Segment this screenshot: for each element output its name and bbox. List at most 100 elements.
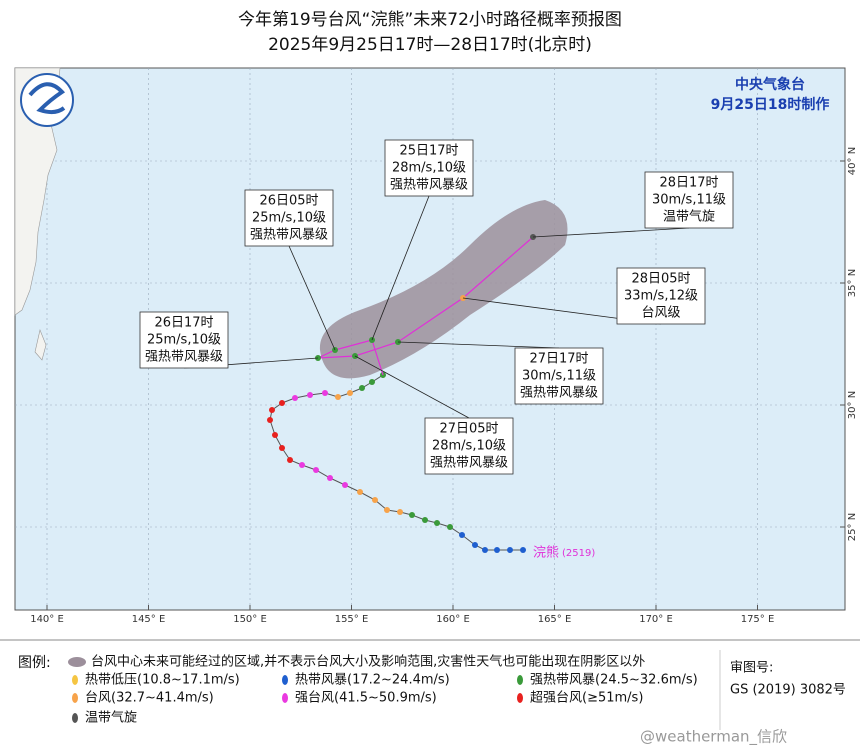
leader bbox=[397, 341, 560, 349]
forecast-track bbox=[317, 236, 534, 376]
label-box bbox=[616, 267, 706, 325]
leader bbox=[532, 227, 690, 238]
logo bbox=[20, 73, 74, 127]
track-point bbox=[494, 547, 500, 553]
legend-swatch bbox=[72, 675, 78, 685]
lon-label: 155° E bbox=[335, 614, 369, 625]
track-point bbox=[447, 524, 453, 530]
leader bbox=[354, 355, 470, 419]
forecast-time: 28日17时 bbox=[659, 176, 718, 191]
forecast-level: 强热带风暴级 bbox=[520, 386, 598, 401]
lon-label: 165° E bbox=[538, 614, 572, 625]
storm-name: 浣熊 bbox=[533, 545, 559, 561]
probability-cone bbox=[319, 200, 568, 379]
lon-label: 175° E bbox=[741, 614, 775, 625]
watermark: @weatherman_信欣 bbox=[640, 728, 787, 747]
track-point bbox=[369, 379, 375, 385]
issue-time: 9月25日18时制作 bbox=[711, 96, 830, 113]
legend-label: 台风(32.7~41.4m/s) bbox=[85, 691, 214, 706]
track-point bbox=[422, 517, 428, 523]
label-box bbox=[139, 311, 229, 369]
forecast-wind: 28m/s,10级 bbox=[432, 439, 506, 454]
track-point bbox=[292, 395, 298, 401]
forecast-time: 28日05时 bbox=[631, 272, 690, 287]
lon-label: 160° E bbox=[436, 614, 470, 625]
forecast-labels: 25日17时28m/s,10级强热带风暴级26日05时25m/s,10级强热带风… bbox=[139, 139, 734, 475]
track-point bbox=[357, 489, 363, 495]
label-box bbox=[514, 347, 604, 405]
track-point bbox=[459, 532, 465, 538]
forecast-wind: 25m/s,10级 bbox=[147, 333, 221, 348]
lon-label: 140° E bbox=[30, 614, 64, 625]
forecast-time: 27日05时 bbox=[439, 422, 498, 437]
storm-id: (2519) bbox=[562, 548, 595, 559]
lon-label: 150° E bbox=[233, 614, 267, 625]
forecast-time: 27日17时 bbox=[529, 352, 588, 367]
legend-swatch bbox=[517, 693, 523, 703]
lat-label: 30° N bbox=[847, 391, 858, 419]
legend: 台风中心未来可能经过的区域,并不表示台风大小及影响范围,灾害性天气也可能出现在阴… bbox=[68, 654, 698, 726]
track bbox=[267, 234, 536, 553]
title: 今年第19号台风“浣熊”未来72小时路径概率预报图 bbox=[238, 10, 622, 30]
label-box bbox=[384, 139, 474, 197]
island bbox=[34, 328, 47, 361]
label-box bbox=[644, 171, 734, 229]
forecast-time: 25日17时 bbox=[399, 144, 458, 159]
legend-label: 温带气旋 bbox=[85, 710, 137, 726]
forecast-wind: 30m/s,11级 bbox=[652, 193, 726, 208]
legend-title: 图例: bbox=[18, 655, 51, 671]
review-number: GS (2019) 3082号 bbox=[730, 683, 846, 698]
track-point bbox=[327, 475, 333, 481]
forecast-level: 温带气旋 bbox=[663, 209, 715, 225]
track-point bbox=[342, 482, 348, 488]
legend-swatch bbox=[517, 675, 523, 685]
track-point bbox=[434, 520, 440, 526]
legend-swatch bbox=[72, 693, 78, 703]
forecast-level: 强热带风暴级 bbox=[390, 178, 468, 193]
review-label: 审图号: bbox=[730, 661, 773, 676]
legend-swatch bbox=[68, 657, 86, 667]
track-point bbox=[372, 497, 378, 503]
track-point bbox=[472, 542, 478, 548]
forecast-level: 强热带风暴级 bbox=[145, 350, 223, 365]
leader bbox=[371, 195, 430, 341]
lon-label: 170° E bbox=[639, 614, 673, 625]
subtitle: 2025年9月25日17时—28日17时(北京时) bbox=[268, 35, 592, 55]
label-box bbox=[424, 417, 514, 475]
lat-label: 35° N bbox=[847, 269, 858, 297]
track-point bbox=[287, 457, 293, 463]
legend-label: 热带低压(10.8~17.1m/s) bbox=[85, 673, 240, 688]
forecast-level: 台风级 bbox=[641, 306, 680, 321]
track-point bbox=[397, 509, 403, 515]
label-box bbox=[244, 189, 334, 247]
track-point bbox=[322, 390, 328, 396]
track-point bbox=[299, 462, 305, 468]
track-point bbox=[313, 467, 319, 473]
leader bbox=[288, 245, 336, 351]
legend-swatch bbox=[282, 693, 288, 703]
forecast-level: 强热带风暴级 bbox=[250, 228, 328, 243]
forecast-time: 26日05时 bbox=[259, 194, 318, 209]
forecast-wind: 33m/s,12级 bbox=[624, 289, 698, 304]
forecast-wind: 25m/s,10级 bbox=[252, 211, 326, 226]
track-point bbox=[279, 445, 285, 451]
track-point bbox=[347, 390, 353, 396]
track-point bbox=[359, 385, 365, 391]
track-point bbox=[269, 407, 275, 413]
forecast-level: 强热带风暴级 bbox=[430, 456, 508, 471]
legend-label: 超强台风(≥51m/s) bbox=[530, 691, 643, 706]
agency: 中央气象台 bbox=[735, 76, 805, 93]
forecast-wind: 30m/s,11级 bbox=[522, 369, 596, 384]
logo-mark bbox=[28, 82, 66, 115]
track-point bbox=[507, 547, 513, 553]
legend-label: 强热带风暴(24.5~32.6m/s) bbox=[530, 673, 698, 688]
forecast-wind: 28m/s,10级 bbox=[392, 161, 466, 176]
legend-swatch bbox=[282, 675, 288, 685]
legend-label: 热带风暴(17.2~24.4m/s) bbox=[295, 673, 450, 688]
track-point bbox=[272, 432, 278, 438]
lat-label: 25° N bbox=[847, 513, 858, 541]
legend-label: 强台风(41.5~50.9m/s) bbox=[295, 691, 437, 706]
track-point bbox=[520, 547, 526, 553]
lon-label: 145° E bbox=[132, 614, 166, 625]
